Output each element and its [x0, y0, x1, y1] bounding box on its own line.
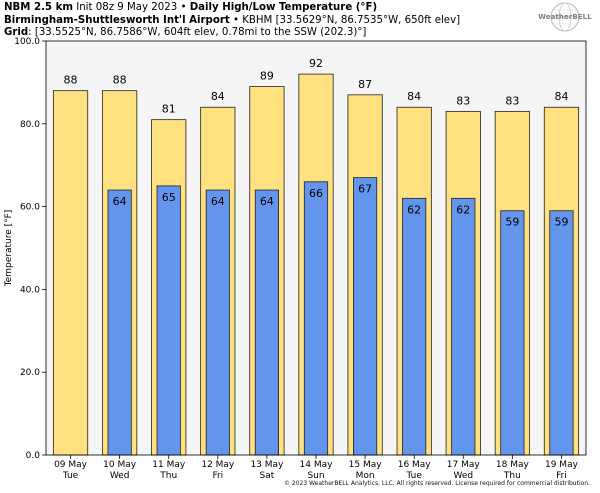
logo-text: WeatherBELL	[538, 13, 592, 21]
x-tick-date-label: 18 May	[496, 460, 530, 470]
low-bar	[402, 197, 427, 456]
low-bar	[549, 210, 574, 456]
x-tick-day-label: Sun	[307, 471, 324, 481]
low-value-label: 64	[260, 195, 274, 208]
model-name: NBM 2.5 km	[4, 2, 73, 13]
low-bar	[205, 189, 230, 456]
low-bar	[156, 185, 181, 456]
x-tick-date-label: 12 May	[201, 460, 235, 470]
high-value-label: 88	[64, 74, 78, 87]
x-tick-date-label: 15 May	[349, 460, 383, 470]
y-axis: 0.0 20.0 40.0 60.0 80.0 100.0	[14, 37, 46, 461]
y-tick-label: 80.0	[20, 120, 40, 130]
y-tick-label: 0.0	[26, 451, 41, 461]
header-line-3: Grid: [33.5525°N, 86.7586°W, 604ft elev,…	[4, 27, 524, 40]
product-title: Daily High/Low Temperature (°F)	[189, 2, 378, 13]
low-value-label: 64	[211, 195, 225, 208]
low-value-label: 62	[407, 203, 421, 216]
header-line-1: NBM 2.5 km Init 08z 9 May 2023 • Daily H…	[4, 2, 524, 15]
grid-details: : [33.5525°N, 86.7586°W, 604ft elev, 0.7…	[28, 27, 367, 39]
high-temperature-labels: 88 88 81 84 89 92 87 84 83 83 84	[64, 57, 569, 116]
x-tick-date-label: 14 May	[300, 460, 334, 470]
high-value-label: 83	[456, 94, 470, 107]
low-value-label: 64	[113, 195, 127, 208]
high-value-label: 84	[407, 90, 421, 103]
x-tick-date-label: 09 May	[54, 460, 88, 470]
x-tick-day-label: Sat	[260, 471, 275, 481]
high-value-label: 89	[260, 70, 274, 83]
x-tick-day-label: Thu	[159, 471, 177, 481]
low-value-label: 62	[456, 203, 470, 216]
low-value-label: 65	[162, 191, 176, 204]
x-tick-day-label: Fri	[556, 471, 567, 481]
x-tick-day-label: Tue	[62, 471, 79, 481]
globe-logo-icon	[550, 2, 580, 32]
station-name: Birmingham-Shuttlesworth Int'l Airport	[4, 14, 230, 26]
chart-header: NBM 2.5 km Init 08z 9 May 2023 • Daily H…	[4, 2, 524, 40]
high-value-label: 92	[309, 57, 323, 70]
x-tick-date-label: 16 May	[398, 460, 432, 470]
high-bar	[52, 90, 89, 456]
y-axis-label: Temperature [°F]	[4, 210, 14, 288]
y-tick-label: 20.0	[20, 368, 40, 378]
low-bar	[254, 189, 279, 456]
high-value-label: 84	[554, 90, 568, 103]
init-time: Init 08z 9 May 2023 •	[72, 2, 190, 13]
low-bar	[451, 197, 476, 456]
x-tick-day-label: Fri	[212, 471, 223, 481]
low-value-label: 66	[309, 187, 323, 200]
x-tick-date-label: 11 May	[152, 460, 186, 470]
header-line-2: Birmingham-Shuttlesworth Int'l Airport •…	[4, 15, 524, 28]
x-tick-day-label: Mon	[356, 471, 375, 481]
low-temperature-labels: 64 65 64 64 66 67 62 62 59 59	[113, 183, 569, 229]
x-tick-day-label: Wed	[453, 471, 473, 481]
low-bar	[303, 181, 329, 456]
y-tick-label: 100.0	[14, 37, 40, 47]
low-bar	[500, 210, 525, 456]
high-value-label: 87	[358, 78, 372, 91]
y-tick-label: 40.0	[20, 285, 40, 295]
high-value-label: 88	[113, 74, 127, 87]
high-value-label: 81	[162, 103, 176, 116]
low-temperature-series	[107, 177, 574, 456]
low-bar	[107, 189, 132, 456]
x-tick-date-label: 10 May	[103, 460, 137, 470]
low-value-label: 59	[505, 216, 519, 229]
copyright-notice: © 2023 WeatherBELL Analytics, LLC. All r…	[284, 480, 590, 487]
x-tick-date-label: 17 May	[447, 460, 481, 470]
x-tick-day-label: Wed	[110, 471, 130, 481]
low-bar	[353, 177, 378, 456]
low-value-label: 67	[358, 183, 372, 196]
station-details: • KBHM [33.5629°N, 86.7535°W, 650ft elev…	[229, 14, 461, 26]
high-value-label: 83	[505, 94, 519, 107]
low-value-label: 59	[554, 216, 568, 229]
x-tick-date-label: 13 May	[250, 460, 284, 470]
weatherbell-logo: WeatherBELL	[532, 2, 598, 36]
y-tick-label: 60.0	[20, 203, 40, 213]
x-tick-day-label: Thu	[503, 471, 521, 481]
high-value-label: 84	[211, 90, 225, 103]
x-tick-date-label: 19 May	[545, 460, 579, 470]
grid-label: Grid	[4, 27, 29, 39]
x-tick-day-label: Tue	[405, 471, 422, 481]
